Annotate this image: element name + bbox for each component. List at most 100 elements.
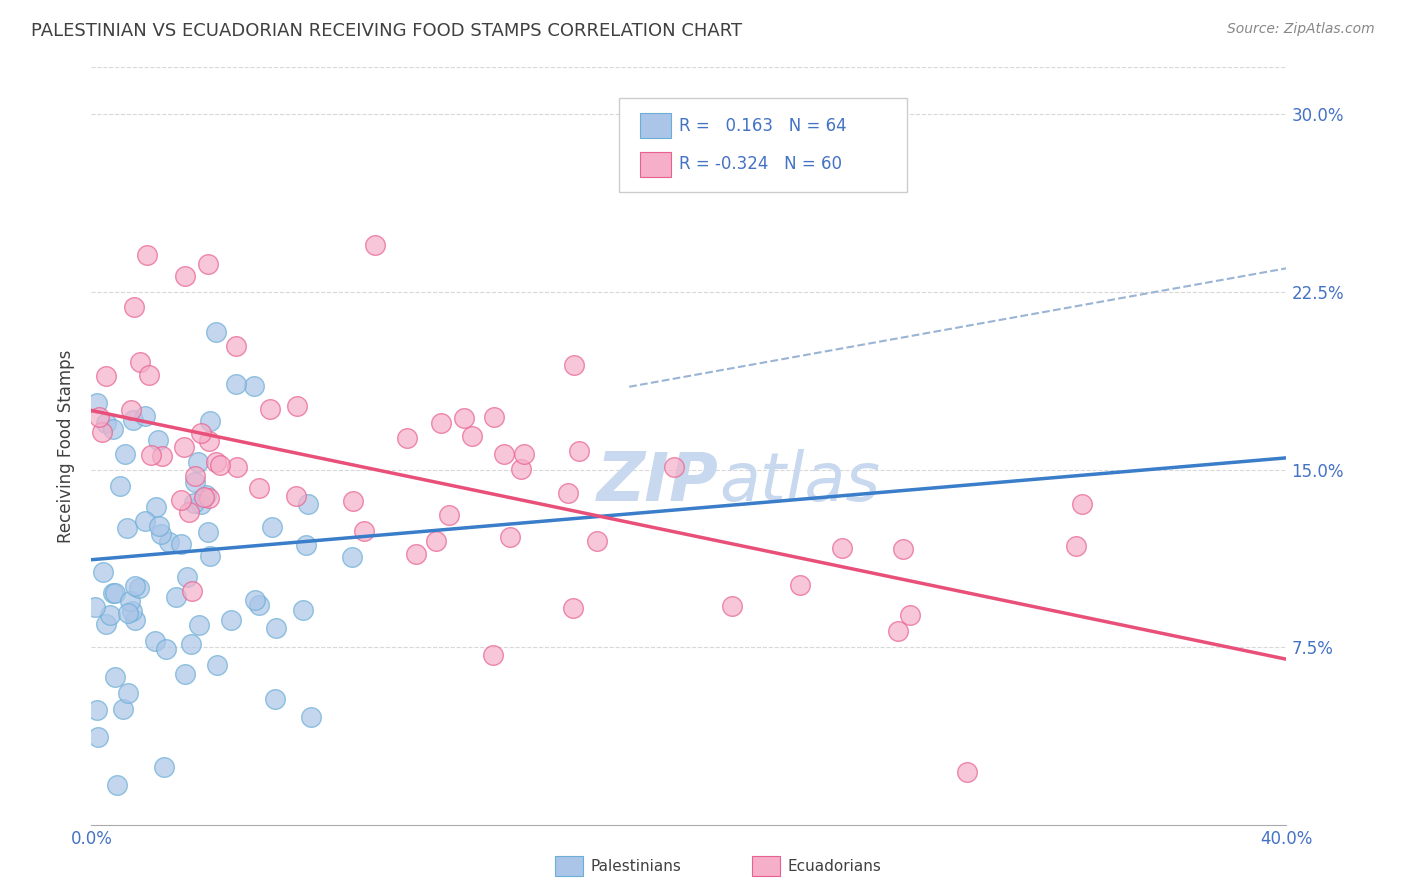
Point — [342, 550, 364, 565]
Point — [120, 403, 142, 417]
Point — [662, 460, 685, 475]
Point — [105, 778, 128, 792]
Point — [259, 401, 281, 416]
Point — [184, 468, 207, 483]
Point — [170, 537, 193, 551]
Point — [104, 670, 127, 684]
Point — [115, 520, 138, 534]
Point — [157, 534, 180, 549]
Point — [364, 237, 387, 252]
Point — [557, 486, 579, 500]
Point — [84, 599, 107, 614]
Point — [209, 458, 232, 472]
Point — [245, 592, 267, 607]
Point — [94, 617, 117, 632]
Point — [247, 598, 270, 612]
Point — [887, 624, 910, 639]
Point — [86, 395, 108, 409]
Point — [243, 379, 266, 393]
Point — [207, 657, 229, 672]
Point — [96, 417, 118, 431]
Point — [194, 488, 217, 502]
Point — [225, 377, 247, 392]
Point — [187, 617, 209, 632]
Point — [264, 621, 287, 635]
Point — [114, 447, 136, 461]
Point — [499, 530, 522, 544]
Point — [831, 541, 853, 555]
Point — [91, 565, 114, 579]
Point — [179, 505, 201, 519]
Text: Source: ZipAtlas.com: Source: ZipAtlas.com — [1227, 22, 1375, 37]
Point — [145, 500, 167, 514]
Point — [152, 760, 174, 774]
Point — [181, 583, 204, 598]
Point — [225, 339, 247, 353]
Point — [104, 586, 127, 600]
Text: R =   0.163   N = 64: R = 0.163 N = 64 — [679, 117, 846, 135]
Point — [170, 492, 193, 507]
Y-axis label: Receiving Food Stamps: Receiving Food Stamps — [58, 350, 76, 542]
Point — [264, 691, 287, 706]
Point — [86, 730, 108, 744]
Point — [482, 648, 505, 662]
Point — [134, 514, 156, 528]
Point — [197, 257, 219, 271]
Point — [183, 495, 205, 509]
Point — [453, 411, 475, 425]
Point — [124, 579, 146, 593]
Point — [789, 577, 811, 591]
Point — [295, 537, 318, 551]
Point — [561, 601, 583, 615]
Point — [297, 496, 319, 510]
Point — [176, 570, 198, 584]
Point — [136, 248, 159, 262]
Point — [110, 479, 132, 493]
Point — [204, 455, 226, 469]
Point — [173, 667, 195, 681]
Point — [134, 409, 156, 424]
Point — [891, 541, 914, 556]
Point — [562, 358, 585, 372]
Point — [143, 634, 166, 648]
Point — [1070, 497, 1092, 511]
Point — [138, 368, 160, 383]
Point — [187, 455, 209, 469]
Point — [292, 603, 315, 617]
Point — [173, 269, 195, 284]
Point — [122, 300, 145, 314]
Point — [146, 433, 169, 447]
Point — [124, 613, 146, 627]
Point — [148, 519, 170, 533]
Text: Palestinians: Palestinians — [591, 859, 682, 873]
Point — [461, 429, 484, 443]
Point — [219, 613, 242, 627]
Point — [586, 533, 609, 548]
Point — [437, 508, 460, 523]
Point — [165, 591, 187, 605]
Point — [129, 354, 152, 368]
Point — [197, 434, 219, 449]
Point — [225, 460, 247, 475]
Point — [193, 490, 215, 504]
Point — [94, 368, 117, 383]
Point — [117, 686, 139, 700]
Text: ZIP: ZIP — [598, 449, 718, 515]
Point — [103, 422, 125, 436]
Point — [484, 410, 506, 425]
Point — [260, 520, 283, 534]
Point — [139, 448, 162, 462]
Point — [568, 443, 591, 458]
Point — [120, 594, 142, 608]
Point — [425, 534, 447, 549]
Point — [86, 703, 108, 717]
Point — [284, 489, 307, 503]
Point — [721, 599, 744, 614]
Point — [510, 462, 533, 476]
Point — [898, 607, 921, 622]
Point — [430, 416, 453, 430]
Point — [87, 409, 110, 424]
Text: Ecuadorians: Ecuadorians — [787, 859, 882, 873]
Point — [353, 524, 375, 538]
Point — [152, 449, 174, 463]
